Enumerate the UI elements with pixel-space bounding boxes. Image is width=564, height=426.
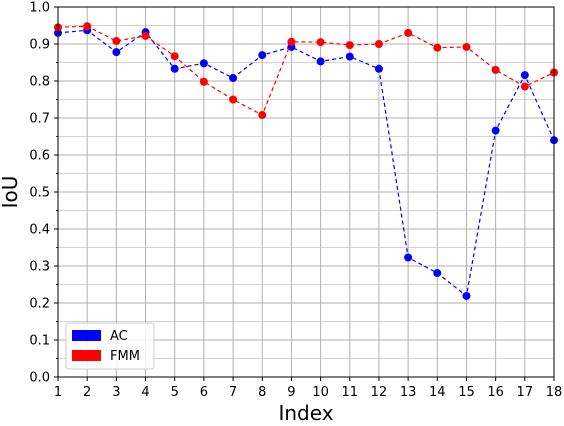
x-tick-label: 13 xyxy=(400,385,417,400)
data-point-fmm xyxy=(141,31,150,40)
data-point-ac xyxy=(404,253,413,262)
y-tick-label: 0.6 xyxy=(29,149,50,164)
data-point-ac xyxy=(258,51,267,60)
x-tick-label: 18 xyxy=(546,385,563,400)
x-tick-label: 15 xyxy=(458,385,475,400)
data-point-ac xyxy=(112,48,121,57)
data-point-ac xyxy=(520,71,529,80)
data-point-fmm xyxy=(462,42,471,51)
data-point-ac xyxy=(433,269,442,278)
y-tick-label: 0.4 xyxy=(29,223,50,238)
y-axis-label: IoU xyxy=(0,176,22,209)
y-tick-label: 1.0 xyxy=(29,1,50,16)
data-point-ac xyxy=(374,64,383,73)
data-point-fmm xyxy=(345,41,354,50)
x-tick-label: 9 xyxy=(287,385,295,400)
x-tick-label: 11 xyxy=(341,385,358,400)
data-point-fmm xyxy=(287,37,296,46)
data-point-fmm xyxy=(229,95,238,104)
data-point-ac xyxy=(491,126,500,135)
x-tick-label: 12 xyxy=(371,385,388,400)
series-line-fmm xyxy=(57,25,555,116)
legend-label-fmm: FMM xyxy=(110,349,140,364)
series-line-ac xyxy=(57,29,555,298)
y-tick-label: 0.1 xyxy=(29,334,50,349)
data-point-ac xyxy=(345,52,354,61)
data-point-fmm xyxy=(374,40,383,48)
data-point-fmm xyxy=(316,38,325,47)
data-point-fmm xyxy=(258,111,267,120)
y-tick-label: 0.0 xyxy=(29,371,50,386)
x-tick-label: 8 xyxy=(258,385,266,400)
legend-swatch-ac xyxy=(72,330,101,341)
x-tick-label: 3 xyxy=(112,385,120,400)
data-point-ac xyxy=(316,57,325,66)
x-tick-label: 2 xyxy=(83,385,91,400)
x-tick-label: 16 xyxy=(487,385,504,400)
x-tick-label: 7 xyxy=(229,385,237,400)
y-tick-label: 0.5 xyxy=(29,186,50,201)
data-point-fmm xyxy=(520,82,529,91)
data-point-fmm xyxy=(491,65,500,74)
data-point-ac xyxy=(199,59,208,68)
tick-layer: 1 2 3 4 5 6 7 8 9 10 11 12 13 14 15 16 17 180.00.10.20.30… xyxy=(29,1,562,401)
grid xyxy=(57,6,555,378)
x-tick-label: 1 xyxy=(54,385,62,400)
x-tick-label: 17 xyxy=(517,385,534,400)
y-tick-label: 0.7 xyxy=(29,112,50,127)
legend-label-ac: AC xyxy=(110,329,128,344)
data-point-fmm xyxy=(170,52,179,61)
y-tick-label: 0.8 xyxy=(29,75,50,90)
y-tick-label: 0.9 xyxy=(29,38,50,53)
x-axis-label: Index xyxy=(278,401,333,425)
series-layer xyxy=(54,22,558,300)
x-tick-label: 14 xyxy=(429,385,446,400)
data-point-ac xyxy=(170,64,179,73)
data-point-ac xyxy=(229,74,238,83)
y-tick-label: 0.3 xyxy=(29,260,50,275)
data-point-fmm xyxy=(83,22,92,31)
y-tick-label: 0.2 xyxy=(29,297,50,312)
x-tick-label: 4 xyxy=(141,385,149,400)
data-point-ac xyxy=(462,291,471,300)
legend-swatch-fmm xyxy=(72,350,101,361)
x-tick-label: 6 xyxy=(200,385,208,400)
data-point-fmm xyxy=(404,28,413,37)
x-tick-label: 10 xyxy=(312,385,329,400)
x-tick-label: 5 xyxy=(171,385,179,400)
data-point-fmm xyxy=(112,37,121,46)
legend: AC FMM xyxy=(65,322,155,370)
data-point-fmm xyxy=(433,43,442,52)
data-point-fmm xyxy=(199,77,208,86)
